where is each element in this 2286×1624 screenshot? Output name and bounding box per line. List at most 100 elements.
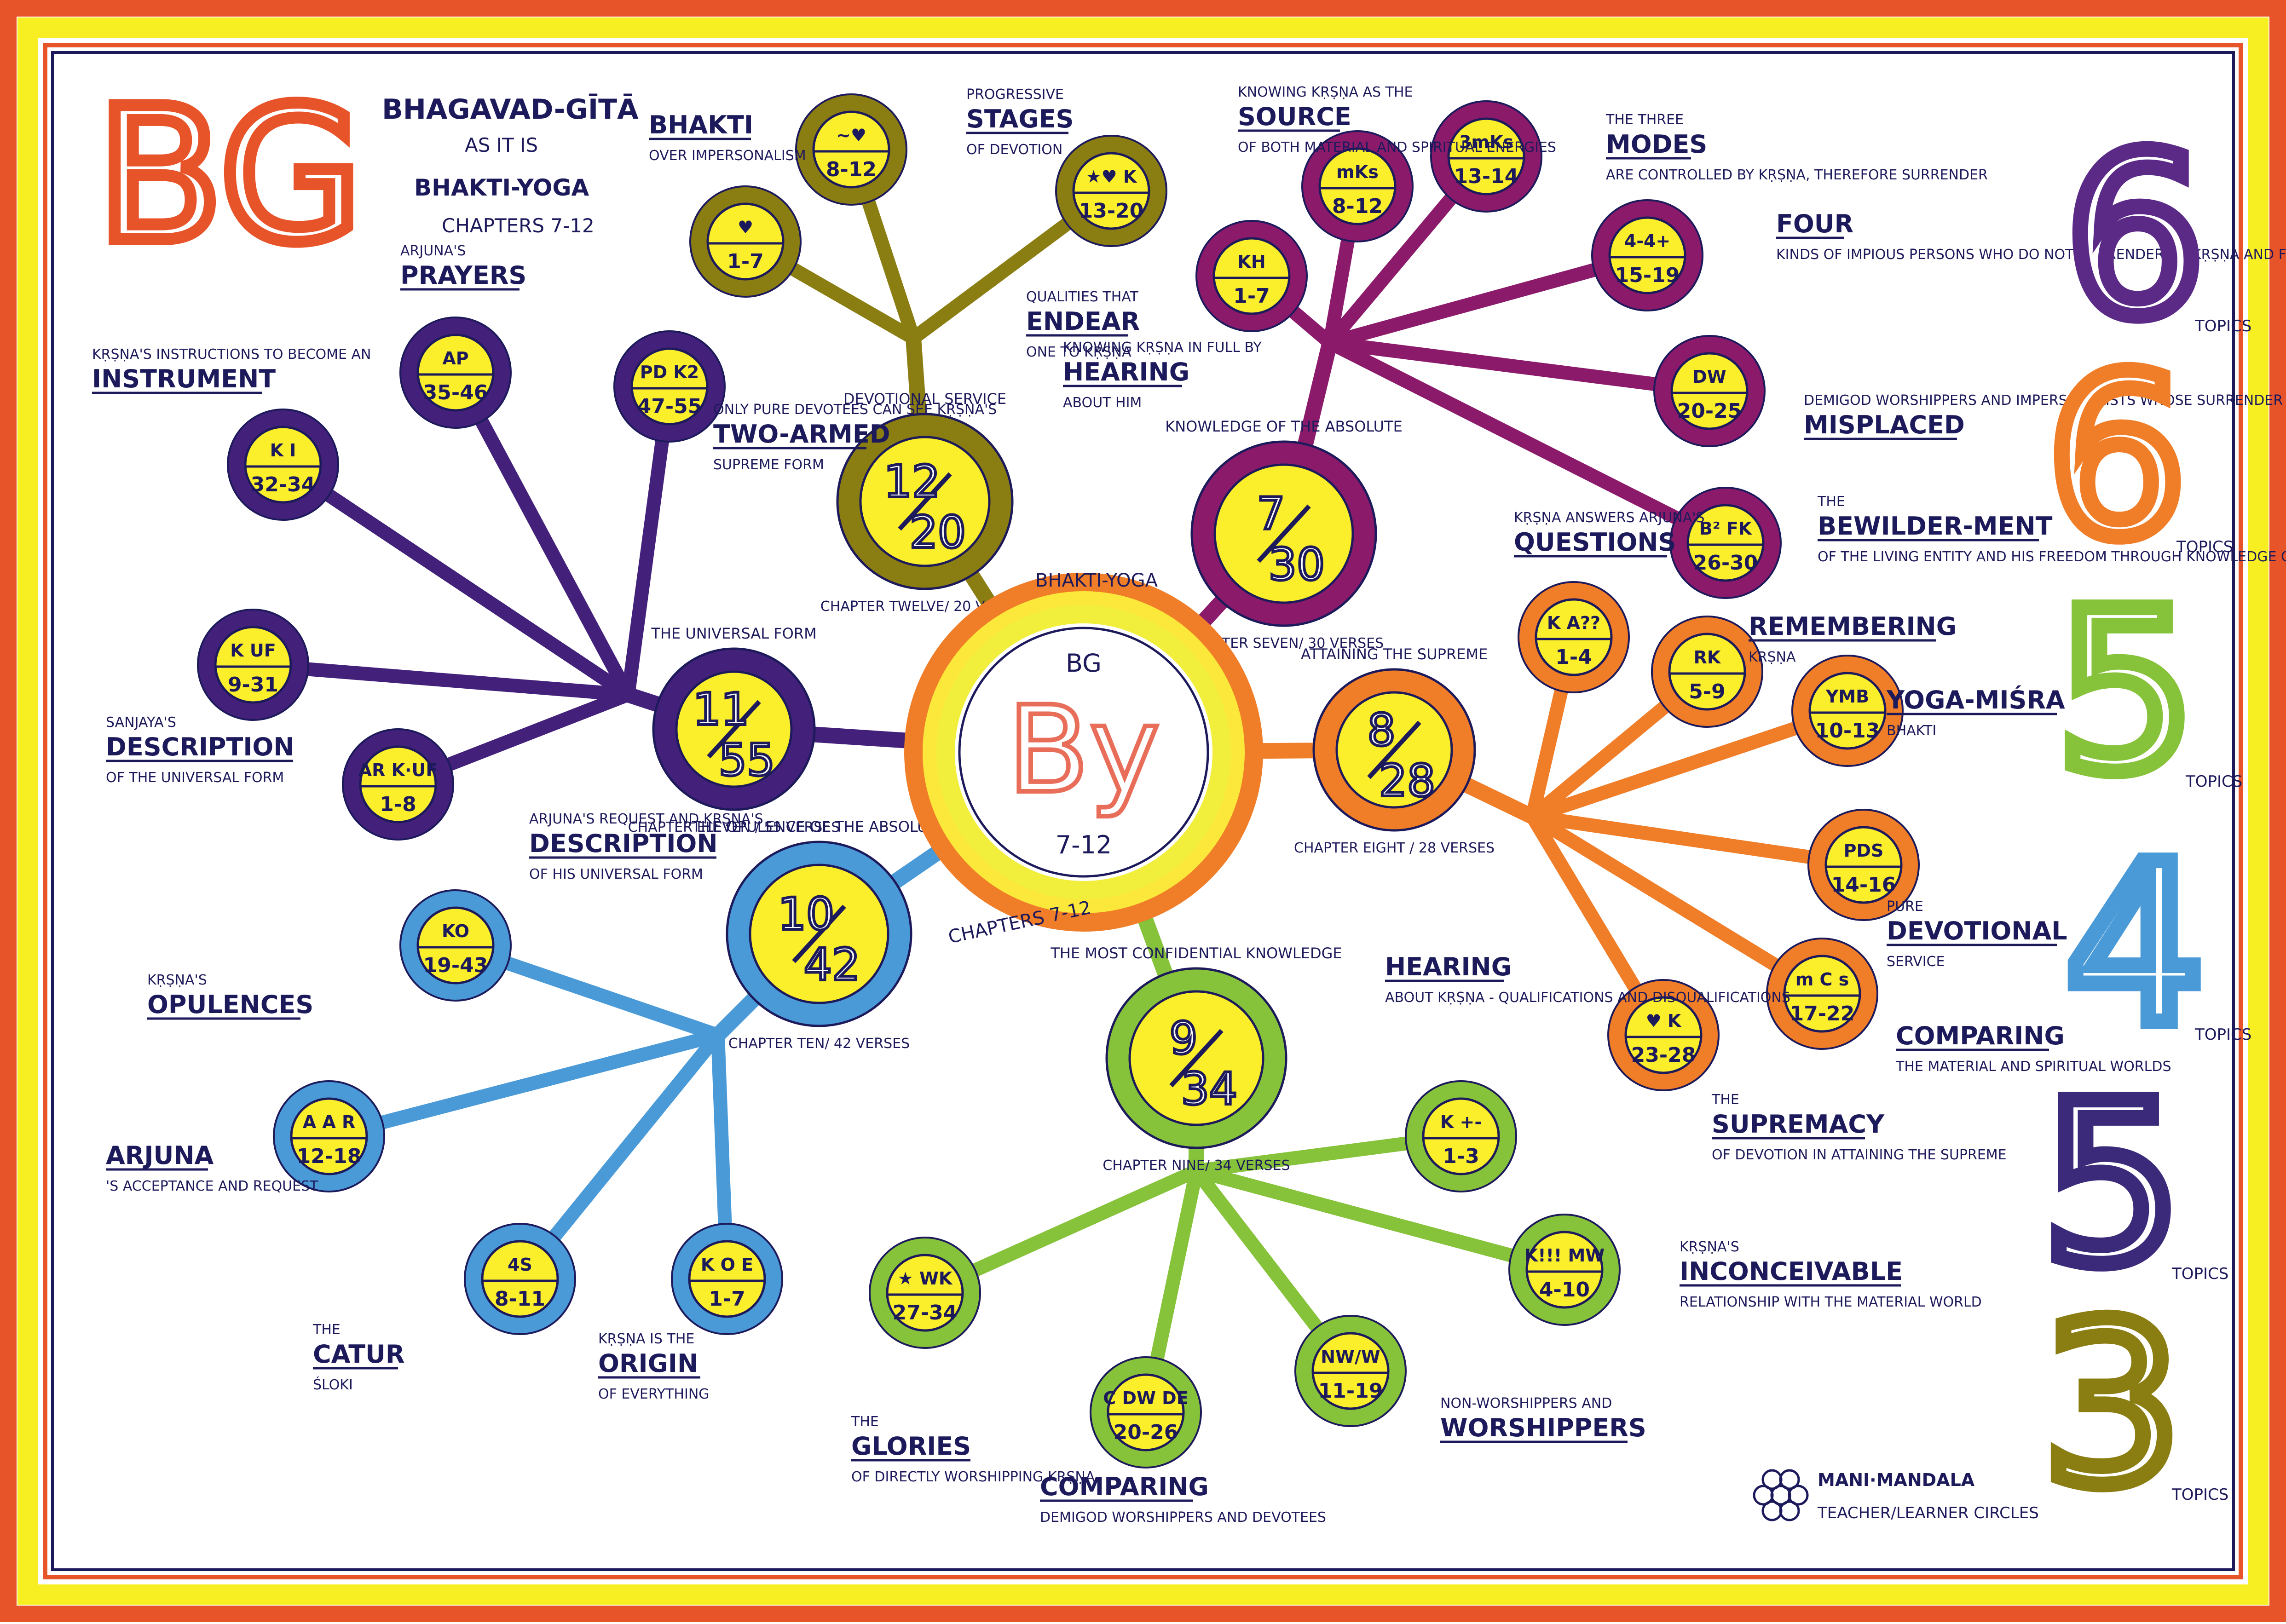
topic-code: K O E xyxy=(701,1255,753,1275)
ring-label-top: BHAKTI-YOGA xyxy=(1035,570,1158,591)
topic-range: 1-8 xyxy=(380,793,416,816)
topic-node: 4-4+ 15-19 xyxy=(1591,199,1703,311)
topic-code: A A R xyxy=(303,1112,356,1132)
chapter-number: 11 xyxy=(693,684,749,735)
chapter-verse-count: 30 xyxy=(1269,539,1325,590)
topic-range: 1-3 xyxy=(1443,1145,1479,1168)
topic-disc xyxy=(1072,152,1150,230)
annotation: NON-WORSHIPPERS AND WORSHIPPERS xyxy=(1440,1395,1646,1443)
annotation-suffix: RELATIONSHIP WITH THE MATERIAL WORLD xyxy=(1680,1294,1982,1310)
annotation: KṚṢṆA'S INSTRUCTIONS TO BECOME ANINSTRUM… xyxy=(92,346,371,394)
topic-range: 35-46 xyxy=(423,381,488,404)
topic-code: RK xyxy=(1694,647,1721,668)
topic-range: 23-28 xyxy=(1631,1043,1696,1067)
topic-count-label: TOPICS xyxy=(2194,1025,2251,1044)
topic-code: B² FK xyxy=(1699,518,1753,539)
annotation-prefix: KṚṢṆA'S xyxy=(147,972,207,988)
topic-disc xyxy=(1686,504,1765,582)
topic-range: 20-25 xyxy=(1677,399,1742,423)
topic-disc xyxy=(1107,1373,1185,1451)
annotation-suffix: ONE TO KṚṢṆA xyxy=(1026,344,1131,360)
topic-range: 26-30 xyxy=(1693,551,1758,575)
topic-node: m C s 17-22 xyxy=(1766,938,1878,1050)
annotation-keyword: HEARING xyxy=(1063,357,1189,386)
annotation-prefix: DEMIGOD WORSHIPPERS AND IMPERSONALISTS W… xyxy=(1804,392,2286,409)
footer-name: MANI·MANDALA xyxy=(1818,1470,1975,1490)
topic-disc xyxy=(1447,117,1525,196)
annotation-suffix: OF THE UNIVERSAL FORM xyxy=(106,770,284,786)
annotation-prefix: THE xyxy=(851,1414,879,1430)
topic-range: 17-22 xyxy=(1790,1002,1855,1025)
topic-node: K I 32-34 xyxy=(227,409,339,521)
annotation-suffix: BHAKTI xyxy=(1887,723,1936,739)
annotation: KṚṢṆA IS THE ORIGIN OF EVERYTHING xyxy=(598,1331,710,1402)
annotation-prefix: KṚṢṆA'S xyxy=(1680,1239,1739,1255)
topic-node: K O E 1-7 xyxy=(671,1223,783,1335)
topic-node: YMB 10-13 xyxy=(1791,655,1904,767)
annotation-keyword: OPULENCES xyxy=(147,990,313,1019)
annotation: KṚṢṆA'S INCONCEIVABLE RELATIONSHIP WITH TH… xyxy=(1680,1239,1982,1310)
chapter-caption: CHAPTER TEN/ 42 VERSES xyxy=(728,1036,910,1052)
topic-node: DW 20-25 xyxy=(1653,335,1766,447)
annotation-prefix: ARJUNA'S xyxy=(400,243,466,259)
chapter-arc-label: ATTAINING THE SUPREME xyxy=(1301,645,1488,663)
annotation-suffix: KINDS OF IMPIOUS PERSONS WHO DO NOT SURR… xyxy=(1776,247,2286,263)
annotation-suffix: SUPREME FORM xyxy=(713,457,824,473)
annotation: ARJUNA'S PRAYERS xyxy=(400,243,526,291)
chapter-number: 7 xyxy=(1257,488,1285,540)
branch-line xyxy=(279,459,632,701)
topic-range: 32-34 xyxy=(251,473,316,496)
annotation-keyword: ARJUNA xyxy=(106,1141,214,1170)
topic-disc xyxy=(812,110,890,189)
topic-node: ★ WK 27-34 xyxy=(869,1237,981,1349)
topic-range: 27-34 xyxy=(893,1301,958,1325)
annotation: THE GLORIES OF DIRECTLY WORSHIPPING KṚṢṆA xyxy=(851,1414,1095,1485)
topic-code: 4S xyxy=(508,1255,532,1275)
chapter-number: 9 xyxy=(1169,1013,1197,1064)
annotation-prefix: ONLY PURE DEVOTEES CAN SEE KṚṢṆA'S xyxy=(713,402,997,418)
annotation: HEARING ABOUT KṚṢṆA - QUALIFICATIONS AND … xyxy=(1385,952,1790,1006)
annotation-suffix: OF DEVOTION xyxy=(966,142,1062,158)
annotation-prefix: SANJAYA'S xyxy=(106,714,176,731)
topic-count-number: 3 xyxy=(2042,1277,2182,1534)
annotation: ARJUNA'S REQUEST AND KṚṢṆA'S DESCRIPTION O… xyxy=(529,811,763,882)
topic-range: 8-11 xyxy=(495,1287,545,1311)
chapter-verse-count: 20 xyxy=(910,507,966,558)
topic-disc xyxy=(1525,1231,1604,1309)
annotation-keyword: INCONCEIVABLE xyxy=(1680,1257,1903,1286)
topic-code: AP xyxy=(442,348,468,369)
annotation-prefix: THE THREE xyxy=(1605,112,1684,128)
annotation: COMPARING DEMIGOD WORSHIPPERS AND DEVOTEE… xyxy=(1040,1472,1326,1526)
annotation: ONLY PURE DEVOTEES CAN SEE KṚṢṆA'S TWO-AR… xyxy=(713,402,997,473)
topic-disc xyxy=(1318,147,1397,225)
topic-disc xyxy=(1535,598,1613,676)
branch-line xyxy=(1195,1164,1566,1277)
topic-count-label: TOPICS xyxy=(2176,538,2233,556)
annotation-prefix: KṚṢṆA'S INSTRUCTIONS TO BECOME AN xyxy=(92,346,371,363)
topic-range: 4-10 xyxy=(1539,1278,1590,1302)
topic-range: 1-7 xyxy=(709,1287,745,1311)
poster-chapters: CHAPTERS 7-12 xyxy=(442,214,595,237)
topic-disc xyxy=(244,426,322,504)
annotation-keyword: REMEMBERING xyxy=(1749,612,1957,641)
annotation-prefix: THE xyxy=(1817,494,1845,510)
topic-code: ★ WK xyxy=(898,1268,953,1289)
topic-node: A A R 12-18 xyxy=(273,1080,385,1192)
topic-range: 13-20 xyxy=(1079,199,1144,223)
fraction-bar xyxy=(707,700,761,759)
annotation-keyword: PRAYERS xyxy=(400,261,526,290)
annotation-suffix: 'S ACCEPTANCE AND REQUEST xyxy=(106,1178,318,1194)
fraction-bar xyxy=(1169,1029,1224,1088)
annotation-prefix: THE xyxy=(1711,1092,1739,1108)
chapter-arc-label: THE OPULENCE OF THE ABSOLUTE xyxy=(692,818,947,835)
chapter-verse-count: 28 xyxy=(1379,755,1435,806)
